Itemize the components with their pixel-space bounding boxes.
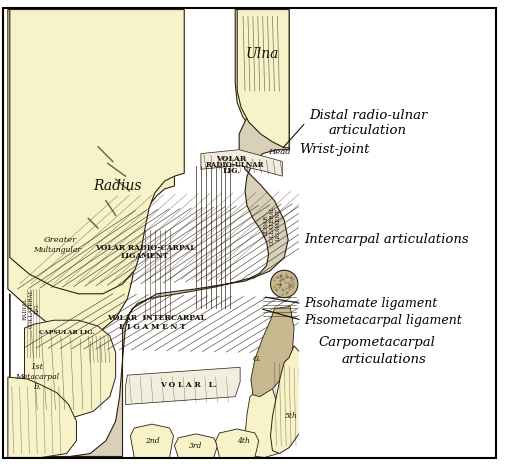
Polygon shape <box>24 320 116 418</box>
Polygon shape <box>130 424 174 458</box>
Text: Intercarpal articulations: Intercarpal articulations <box>304 233 468 247</box>
Text: Pisometacarpal ligament: Pisometacarpal ligament <box>304 314 462 327</box>
Text: CAPSULAR LIG.: CAPSULAR LIG. <box>39 330 94 336</box>
Text: 4th: 4th <box>237 437 249 445</box>
Text: LIG.: LIG. <box>222 167 240 175</box>
Polygon shape <box>8 377 76 458</box>
Text: Distal radio-ulnar: Distal radio-ulnar <box>309 109 427 122</box>
Text: V O L A R   L.: V O L A R L. <box>160 381 216 389</box>
Text: 2nd: 2nd <box>145 437 159 445</box>
Text: Pisohamate ligament: Pisohamate ligament <box>304 297 437 310</box>
Text: RADIAL
COLLATERAL
LIG.: RADIAL COLLATERAL LIG. <box>23 289 40 328</box>
Text: Wrist-joint: Wrist-joint <box>299 143 370 156</box>
Polygon shape <box>216 429 259 458</box>
Polygon shape <box>245 385 284 458</box>
Text: articulation: articulation <box>328 123 406 137</box>
Text: LIGAMENT: LIGAMENT <box>121 252 169 260</box>
Text: Radius: Radius <box>93 179 142 193</box>
Text: articulations: articulations <box>341 353 426 366</box>
Polygon shape <box>201 150 282 176</box>
Polygon shape <box>175 434 217 458</box>
Polygon shape <box>10 9 184 294</box>
Polygon shape <box>125 367 240 404</box>
Text: Metacarpal: Metacarpal <box>15 373 60 381</box>
Text: 1st: 1st <box>31 363 44 371</box>
Text: Multangular: Multangular <box>33 246 81 254</box>
Text: ULNAR
COLLATERAL
LIGAMENT: ULNAR COLLATERAL LIGAMENT <box>264 206 281 245</box>
Text: 5th: 5th <box>285 412 298 420</box>
Text: Carpometacarpal: Carpometacarpal <box>319 336 435 350</box>
Text: Head: Head <box>268 148 291 156</box>
Circle shape <box>270 270 298 298</box>
Polygon shape <box>270 346 309 453</box>
Text: VOLAR  INTERCARPAL: VOLAR INTERCARPAL <box>107 314 206 322</box>
Polygon shape <box>237 9 289 148</box>
Polygon shape <box>8 9 175 338</box>
Text: G.: G. <box>252 356 261 363</box>
Text: Ulna: Ulna <box>246 47 279 61</box>
Text: RADIO-ULNAR: RADIO-ULNAR <box>206 161 265 169</box>
Text: L I G A M E N T: L I G A M E N T <box>119 323 185 331</box>
Polygon shape <box>10 103 289 458</box>
Text: Greater: Greater <box>44 236 77 244</box>
Text: VOLAR: VOLAR <box>216 155 246 163</box>
Text: b.: b. <box>33 383 41 391</box>
Polygon shape <box>235 9 289 150</box>
Text: 3rd: 3rd <box>189 442 203 450</box>
Text: VOLAR RADIO-CARPAL: VOLAR RADIO-CARPAL <box>95 244 195 252</box>
Polygon shape <box>251 307 294 397</box>
